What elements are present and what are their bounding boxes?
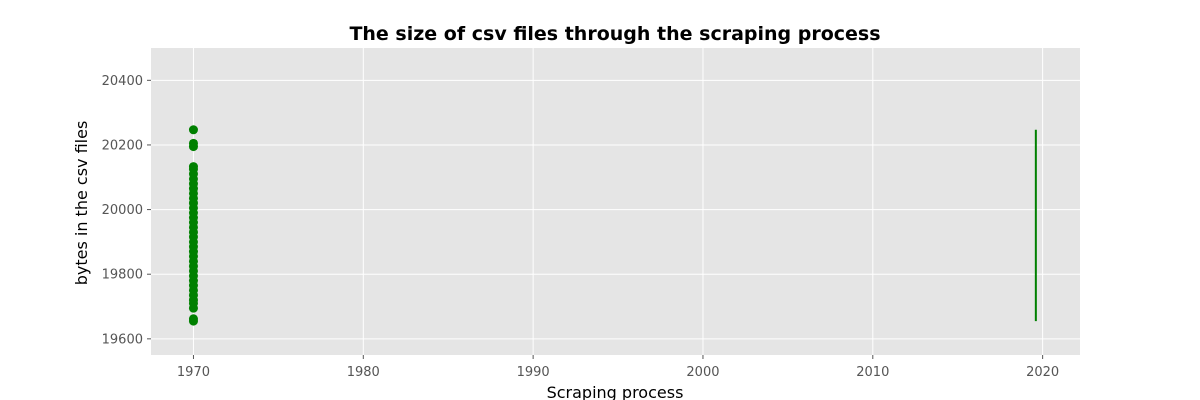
- x-tick-label: 1990: [517, 365, 550, 380]
- x-ticks: 1970 1980 1990 2000 2010 2020: [177, 355, 1059, 380]
- y-axis-label: bytes in the csv files: [72, 121, 91, 286]
- series: [188, 125, 1037, 326]
- x-tick-label: 2020: [1026, 365, 1059, 380]
- x-tick-label: 2010: [856, 365, 889, 380]
- scatter-point: [188, 162, 198, 172]
- chart-title: The size of csv files through the scrapi…: [349, 23, 880, 45]
- x-tick-label: 2000: [686, 365, 719, 380]
- scatter-point: [188, 125, 198, 135]
- grid: [151, 48, 1080, 355]
- y-tick-label: 20400: [102, 74, 143, 89]
- scatter-point: [188, 314, 198, 324]
- scatter-point: [188, 138, 198, 148]
- y-tick-label: 20200: [102, 138, 143, 153]
- x-tick-label: 1970: [177, 365, 210, 380]
- y-tick-label: 19800: [102, 268, 143, 283]
- x-tick-label: 1980: [347, 365, 380, 380]
- y-tick-label: 19600: [102, 332, 143, 347]
- y-ticks: 19600 19800 20000 20200 20400: [102, 74, 151, 347]
- plot-area: [151, 48, 1080, 355]
- y-tick-label: 20000: [102, 203, 143, 218]
- x-axis-label: Scraping process: [547, 383, 684, 400]
